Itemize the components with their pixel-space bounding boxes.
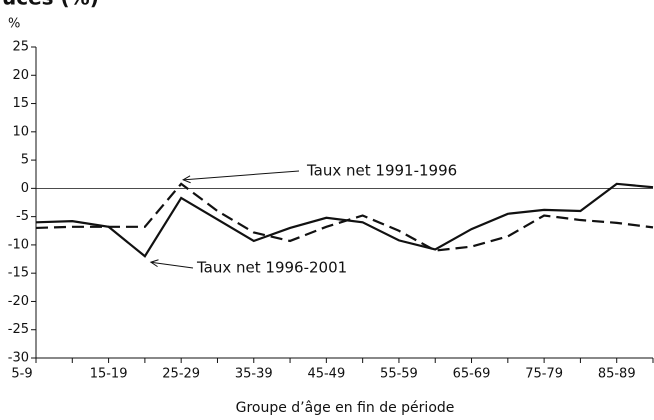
series-line — [35, 182, 654, 258]
x-tick-label: 35-39 — [235, 367, 273, 382]
y-tick-label: -5 — [16, 209, 29, 224]
x-axis-label: Groupe d’âge en fin de période — [236, 400, 455, 416]
y-tick-label: -10 — [8, 237, 29, 252]
x-tick-label: 85-89 — [598, 367, 636, 382]
y-tick-label: -25 — [8, 322, 29, 337]
y-tick-label: 10 — [12, 124, 29, 139]
y-tick-label: -15 — [8, 266, 29, 281]
annotation-arrowhead — [182, 175, 191, 184]
x-tick-label: 75-79 — [525, 367, 563, 382]
annotation-arrow — [150, 261, 194, 269]
y-tick-label: 0 — [21, 181, 29, 196]
x-tick-label: 5-9 — [11, 367, 32, 382]
x-tick-label: 15-19 — [90, 367, 128, 382]
y-tick-label: 5 — [21, 153, 29, 168]
series-line — [35, 182, 654, 252]
y-tick-label: 20 — [12, 68, 29, 83]
x-tick-label: 25-29 — [162, 367, 200, 382]
series-label: Taux net 1996-2001 — [196, 259, 347, 277]
y-tick-label: -20 — [8, 294, 29, 309]
annotation-arrowhead — [149, 259, 159, 268]
y-axis-label: % — [8, 17, 20, 32]
x-tick-label: 45-49 — [307, 367, 345, 382]
y-tick-label: -30 — [8, 351, 29, 366]
series-label: Taux net 1991-1996 — [306, 162, 457, 180]
x-tick-label: 65-69 — [453, 367, 491, 382]
y-tick-label: 25 — [12, 40, 29, 55]
y-tick-label: 15 — [12, 96, 29, 111]
annotation-arrow — [183, 170, 300, 181]
chart-title: uces (%) — [2, 0, 99, 10]
x-tick-label: 55-59 — [380, 367, 418, 382]
